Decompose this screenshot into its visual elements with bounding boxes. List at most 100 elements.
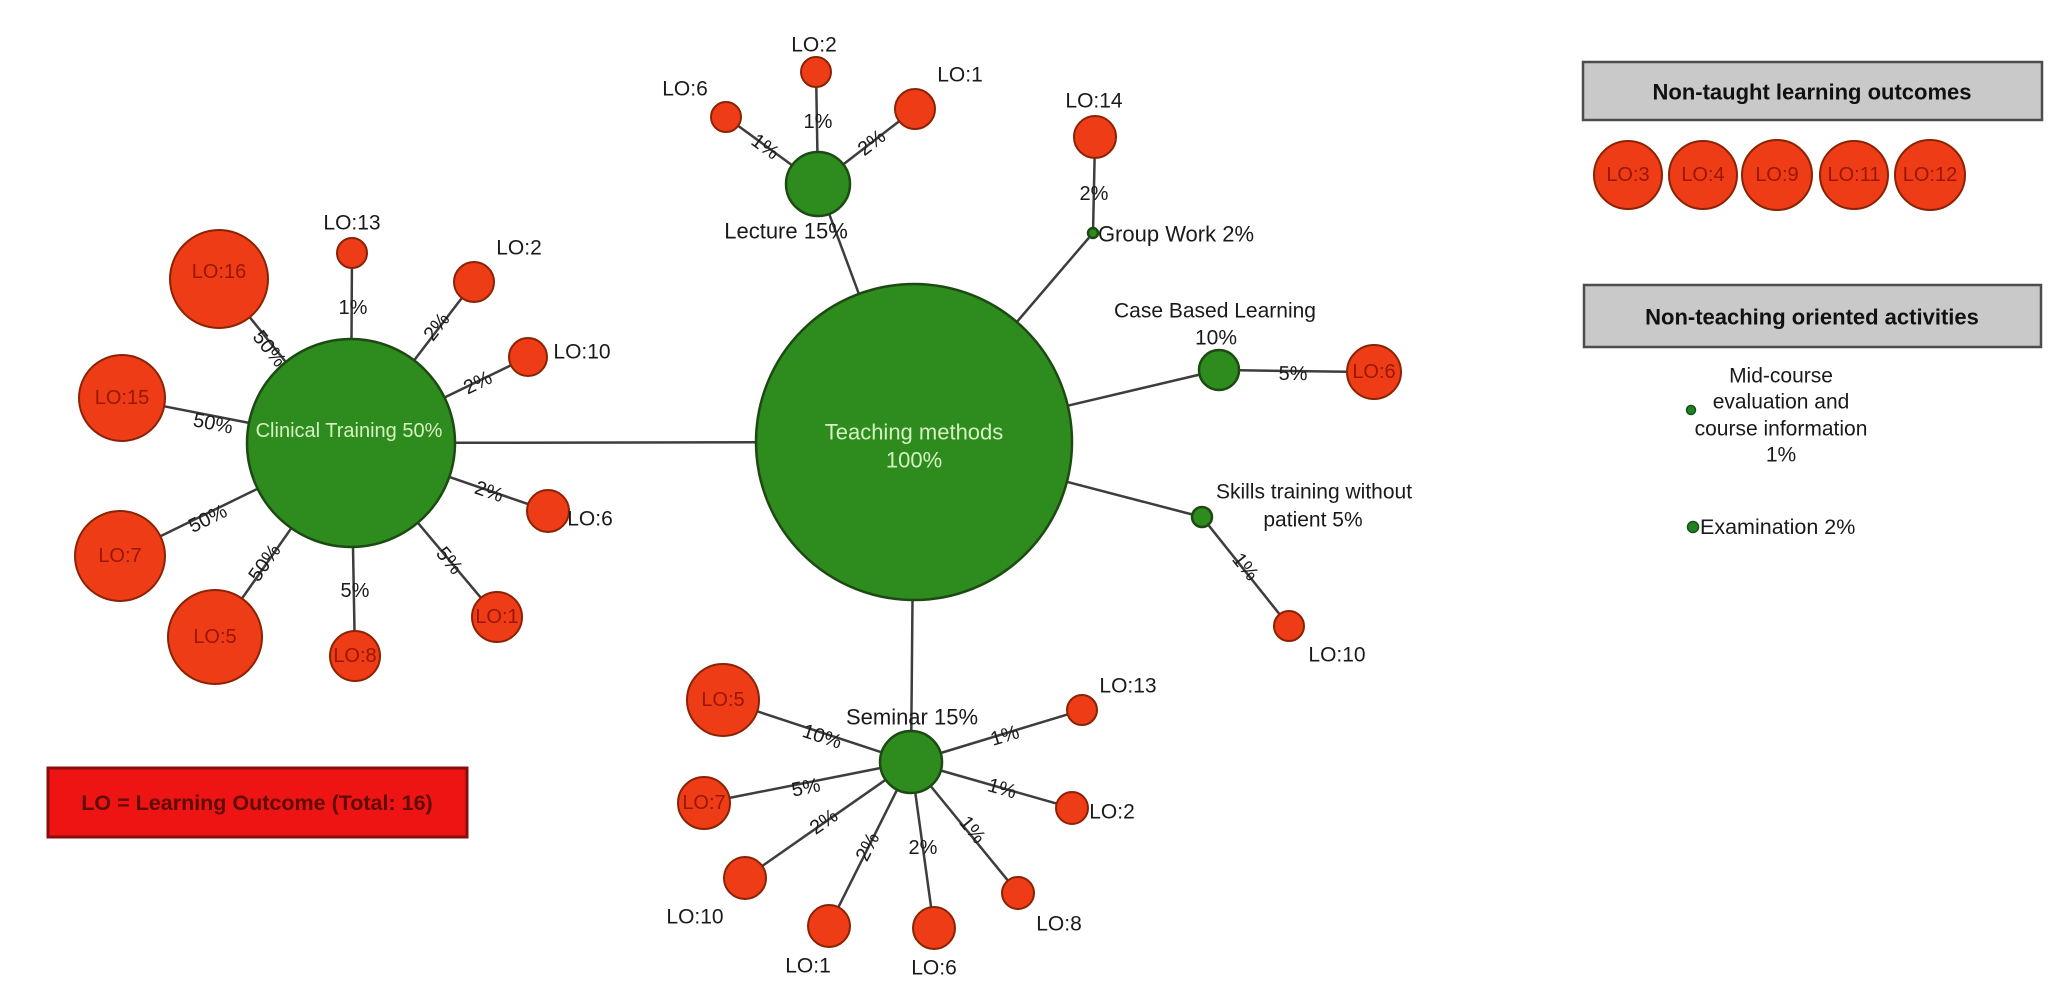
outcome-node-nt11	[1819, 140, 1889, 210]
node-label-ct1: LO:1	[475, 606, 518, 628]
mid-course-label-line-2: evaluation and	[1713, 391, 1850, 414]
edge-lec-lec6	[737, 124, 793, 167]
node-label-ct10: LO:10	[553, 341, 610, 364]
edge-ct-ct8	[351, 546, 356, 632]
edge-label-ct-ct13: 1%	[339, 297, 368, 319]
outcome-node-ct15	[78, 354, 166, 442]
node-label-sem8: LO:8	[1036, 913, 1082, 936]
outcome-node-gw14	[1073, 115, 1117, 159]
outcome-node-ct13	[336, 237, 368, 269]
node-label-ct15: LO:15	[95, 387, 149, 409]
edge-label-sem-sem6: 2%	[909, 837, 938, 859]
node-label-ct7: LO:7	[98, 545, 141, 567]
node-label-gw14: LO:14	[1065, 90, 1123, 113]
outcome-node-ct6	[526, 489, 570, 533]
node-label-st-1: patient 5%	[1263, 509, 1362, 532]
node-label-sem2: LO:2	[1089, 801, 1135, 824]
edge-ct-ct7	[159, 487, 259, 538]
node-label-sem1: LO:1	[785, 955, 831, 978]
legend: LO = Learning Outcome (Total: 16)	[46, 766, 469, 839]
edge-label-sem-sem5: 10%	[800, 720, 845, 754]
edge-sem-sem7	[729, 766, 881, 800]
outcome-node-lec2	[800, 56, 832, 88]
method-node-sem	[878, 729, 944, 795]
outcome-node-ct16	[169, 229, 269, 329]
outcome-node-sem10	[723, 856, 767, 900]
node-label-cbl-1: 10%	[1195, 327, 1237, 350]
method-node-cbl	[1197, 348, 1241, 392]
non-taught-panel: Non-taught learning outcomes	[1581, 60, 2044, 122]
legend-text: LO = Learning Outcome (Total: 16)	[81, 791, 432, 815]
node-label-nt9: LO:9	[1755, 164, 1798, 186]
mid-course-dot	[1685, 404, 1697, 416]
outcome-node-ct5	[167, 589, 263, 685]
edge-ct-ct2	[413, 297, 463, 362]
outcome-node-sem5	[686, 663, 760, 737]
edge-tm-st	[1066, 480, 1193, 516]
node-label-lec: Lecture 15%	[724, 219, 848, 244]
method-node-gw	[1086, 226, 1100, 240]
mid-course-label-line-3: course information	[1695, 418, 1868, 441]
non-teaching-panel-title: Non-teaching oriented activities	[1645, 305, 1979, 330]
node-label-ct13: LO:13	[323, 212, 380, 235]
method-node-st	[1190, 505, 1214, 529]
edge-sem-sem1	[837, 789, 899, 908]
edge-sem-sem10	[761, 778, 887, 868]
node-label-ct5: LO:5	[193, 626, 236, 648]
edge-sem-sem8	[929, 785, 1009, 882]
outcome-node-ct2	[453, 261, 495, 303]
node-label-nt11: LO:11	[1828, 164, 1881, 186]
outcome-node-sem1	[807, 904, 851, 948]
node-label-ct: Clinical Training 50%	[256, 420, 443, 442]
edge-lec-lec1	[842, 120, 900, 166]
edge-label-sem-sem8: 1%	[954, 812, 989, 848]
node-label-ct2: LO:2	[496, 237, 542, 260]
edge-label-lec-lec1: 2%	[854, 125, 890, 160]
outcome-node-ct10	[508, 337, 548, 377]
edge-label-sem-sem1: 2%	[852, 829, 885, 865]
edge-ct-ct16	[248, 316, 287, 363]
labels-layer: 1%1%2%2%5%1%50%1%2%2%50%2%50%50%5%5%10%5…	[95, 34, 1957, 980]
examination-label: Examination 2%	[1700, 515, 1855, 539]
edge-tm-cbl	[1067, 373, 1200, 407]
non-teaching-panel: Non-teaching oriented activities Mid-cou…	[1582, 283, 2043, 539]
edge-label-sem-sem2: 1%	[985, 774, 1019, 803]
outcome-node-sem13	[1066, 694, 1098, 726]
node-label-sem5: LO:5	[701, 689, 744, 711]
node-label-ct8: LO:8	[333, 645, 376, 667]
mid-course-label-pct: 1%	[1766, 444, 1796, 467]
edge-label-gw-gw14: 2%	[1080, 183, 1109, 205]
node-label-cbl6: LO:6	[1352, 361, 1395, 383]
outcome-node-st10	[1273, 610, 1305, 642]
node-label-lec1: LO:1	[937, 64, 983, 87]
edge-label-ct-ct8: 5%	[341, 580, 370, 602]
edge-lec-lec2	[815, 86, 819, 153]
method-node-ct	[245, 337, 457, 549]
node-label-nt4: LO:4	[1681, 164, 1724, 186]
node-label-st10: LO:10	[1308, 644, 1365, 667]
edge-label-sem-sem10: 2%	[806, 805, 842, 840]
edge-label-sem-sem13: 1%	[988, 721, 1022, 751]
nodes-layer	[74, 56, 1966, 950]
outcome-node-nt3	[1593, 140, 1663, 210]
edge-label-lec-lec2: 1%	[804, 111, 833, 133]
outcome-node-ct7	[74, 510, 166, 602]
edges-layer	[159, 86, 1348, 908]
examination-dot	[1686, 520, 1700, 534]
outcome-node-ct1	[471, 591, 523, 643]
non-taught-panel-box	[1581, 60, 2044, 122]
method-node-lec	[784, 150, 852, 218]
node-label-gw: Group Work 2%	[1098, 222, 1254, 247]
outcome-node-nt4	[1668, 140, 1738, 210]
outcome-node-sem2	[1055, 791, 1089, 825]
outcome-node-cbl6	[1346, 344, 1402, 400]
edge-ct-ct10	[443, 364, 512, 399]
outcome-node-sem7	[677, 776, 731, 830]
outcome-node-sem8	[1001, 876, 1035, 910]
outcome-node-sem6	[912, 906, 956, 950]
outcome-node-lec1	[894, 88, 936, 130]
outcome-node-ct8	[329, 630, 381, 682]
edge-tm-gw	[1015, 235, 1091, 323]
edge-sem-sem2	[940, 769, 1057, 805]
node-label-sem: Seminar 15%	[846, 705, 978, 730]
